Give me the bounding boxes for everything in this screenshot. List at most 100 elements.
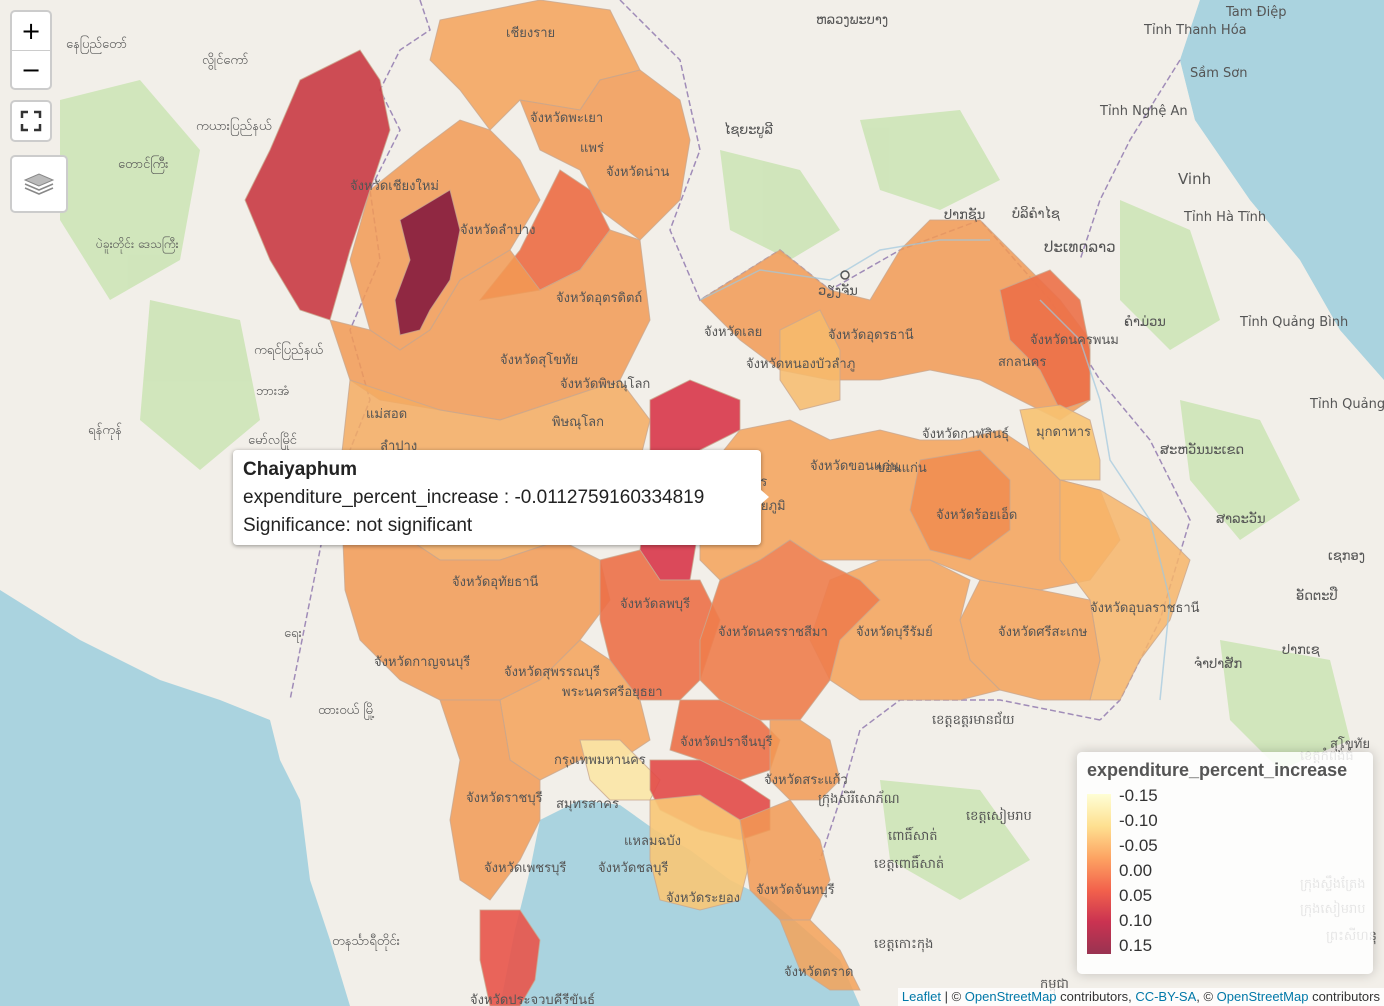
map-label: ខេត្តសៀមរាប (966, 807, 1032, 825)
map-label: จังหวัดชลบุรี (598, 860, 668, 876)
map-label: จังหวัดปราจีนบุรี (680, 734, 773, 750)
legend-color-ramp (1087, 794, 1111, 954)
map-label: မော်လမြိုင် (248, 431, 298, 450)
map-label: เชียงราย (506, 25, 555, 41)
map-label: จังหวัดราชบุรี (466, 790, 543, 806)
legend-label: -0.15 (1119, 786, 1158, 805)
map-label: จังหวัดกาญจนบุรี (374, 654, 470, 670)
map-label: ສະຫວັນນະເຂດ (1160, 443, 1244, 458)
map-label: ຫລວງພະບາງ (816, 13, 888, 28)
map-label: ຈໍາປາສັກ (1194, 657, 1242, 672)
map-label: สมุทรสาคร (556, 797, 619, 812)
map-label: จังหวัดอุตรดิตถ์ (556, 290, 642, 306)
map-label: จังหวัดน่าน (606, 165, 669, 180)
layers-icon (23, 173, 55, 195)
legend-label: 0.05 (1119, 886, 1153, 905)
legend-label: -0.10 (1119, 811, 1158, 830)
map-label: Tam Điệp (1225, 5, 1287, 20)
map-label: ကရင်ပြည်နယ် (254, 341, 323, 360)
map-label: จังหวัดเชียงใหม่ (350, 178, 439, 194)
map-label: จังหวัดร้อยเอ็ด (936, 505, 1017, 523)
legend-label: -0.05 (1119, 836, 1158, 855)
map-label: สกลนคร (998, 355, 1046, 370)
map-label: ក្រុងសិរីសោភ័ណ (818, 790, 900, 808)
map-label: จังหวัดประจวบคีรีขันธ์ (470, 992, 595, 1006)
map-label: ໄຊຍະບູລີ (724, 122, 773, 138)
andaman-sea (0, 590, 350, 1006)
zoom-control: + − (10, 10, 52, 90)
fullscreen-icon (20, 110, 42, 132)
map-label: ປະເທດລາວ (1044, 238, 1116, 256)
map-label: လွိုင်ကော် (202, 52, 249, 70)
province-region[interactable] (649, 794, 751, 911)
map-label: ពោធិ៍សាត់ (888, 826, 938, 844)
map-label: Tỉnh Quảng Trị (1309, 397, 1384, 412)
map-label: จังหวัดตราด (784, 965, 853, 980)
map-labels: နေပြည်တော် လွိုင်ကော် ကယားပြည်နယ် တောင်က… (66, 5, 1384, 1006)
map-label: ສາລະວັນ (1216, 512, 1266, 527)
leaflet-link[interactable]: Leaflet (901, 989, 941, 1004)
map-label: Tỉnh Thanh Hóa (1143, 23, 1247, 38)
map-label: จังหวัดลพบุรี (620, 596, 690, 612)
province-region[interactable] (909, 449, 1011, 561)
map-label: တောင်ကြီး (118, 155, 168, 174)
map-label: Tỉnh Quảng Bình (1239, 315, 1348, 330)
map-label: ပဲခူးတိုင်း ဒေသကြီး (96, 235, 179, 254)
province-region[interactable] (999, 269, 1091, 411)
province-region[interactable] (779, 919, 861, 991)
map-label: တနင်္သာရီတိုင်း (332, 933, 400, 951)
map-label: Vinh (1178, 170, 1211, 188)
cc-by-sa-link[interactable]: CC-BY-SA (1135, 989, 1197, 1004)
map-label: แพร่ (580, 141, 604, 156)
map-label: จังหวัดเพชรบุรี (484, 860, 566, 876)
map-label: จังหวัดอุบลราชธานี (1090, 600, 1200, 616)
legend-label: 0.00 (1119, 861, 1153, 880)
popup-significance-line: Significance: not significant (243, 515, 473, 536)
province-region[interactable] (769, 719, 841, 801)
map-label: ວຽງຈັນ (818, 284, 858, 299)
map-label: จังหวัดนครพนม (1030, 333, 1119, 348)
map-label: จังหวัดอุดรธานี (828, 327, 914, 343)
map-label: จังหวัดอุทัยธานี (452, 574, 539, 590)
map-label: နေပြည်တော် (66, 35, 127, 54)
map-label: จังหวัดเลย (704, 325, 762, 340)
map-label: สุโขทัย (1330, 736, 1370, 752)
attribution-text: , © (1196, 989, 1217, 1004)
map-label: ປາກຊັນ (944, 208, 985, 223)
forest-patches (60, 80, 1350, 900)
attribution-text: contributors, (1056, 989, 1136, 1004)
province-region[interactable] (394, 189, 461, 336)
fullscreen-button[interactable] (10, 100, 52, 142)
attribution-text: | © (940, 989, 965, 1004)
legend-label: 0.15 (1119, 936, 1153, 955)
province-region[interactable] (439, 699, 541, 901)
map-label: จังหวัดสระแก้ว (764, 773, 848, 788)
province-popup: Chaiyaphum expenditure_percent_increase … (233, 450, 769, 545)
province-region[interactable] (779, 309, 841, 411)
province-region[interactable] (699, 539, 881, 721)
province-region[interactable] (479, 909, 541, 1006)
zoom-out-button[interactable]: − (20, 56, 42, 84)
map-label: ខេត្តកោះកុង (874, 937, 933, 953)
layers-control-button[interactable] (10, 155, 68, 213)
map-label: แม่สอด (366, 407, 407, 422)
legend-label: 0.10 (1119, 911, 1153, 930)
province-region[interactable] (519, 69, 691, 241)
map-label: จังหวัดนครราชสีมา (718, 624, 828, 640)
province-region[interactable] (739, 799, 831, 921)
map-label: จังหวัดขอนแก่น (810, 459, 899, 474)
osm-link[interactable]: OpenStreetMap (964, 989, 1057, 1004)
map-label: พิษณุโลก (552, 414, 604, 430)
province-region[interactable] (244, 49, 391, 321)
osm-link-2[interactable]: OpenStreetMap (1216, 989, 1309, 1004)
province-region[interactable] (1059, 479, 1191, 701)
attribution-text: contributors (1308, 989, 1380, 1004)
map-label: จังหวัดสุพรรณบุรี (504, 664, 600, 680)
map-label: ខេត្តពោធិ៍សាត់ (874, 854, 944, 872)
city-marker (840, 270, 850, 280)
zoom-in-button[interactable]: + (12, 12, 50, 51)
popup-title: Chaiyaphum (243, 459, 358, 480)
map-label: ဘားအံ (256, 384, 289, 399)
map-label: แหลมฉบัง (624, 834, 681, 849)
map-label: จังหวัดหนองบัวลำภู (746, 357, 855, 372)
